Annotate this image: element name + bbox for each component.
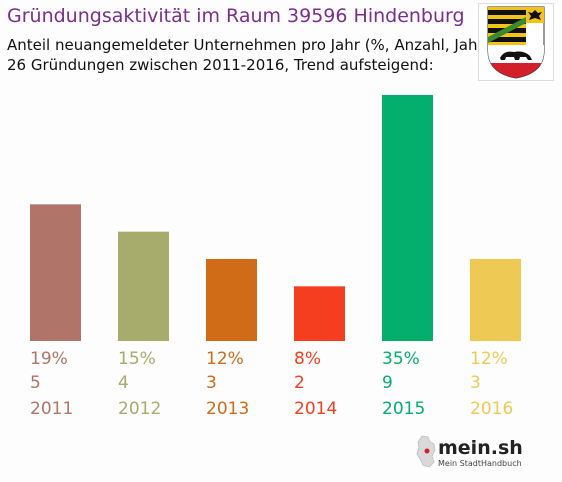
subtitle-line-2: 26 Gründungen zwischen 2011-2016, Trend … [7, 56, 434, 74]
percent-label-2016: 12% [470, 349, 508, 369]
bar-2015 [382, 95, 433, 341]
percent-label-2012: 15% [118, 349, 156, 369]
percent-label-2014: 8% [294, 349, 321, 369]
year-label-2016: 2016 [470, 399, 513, 419]
count-label-2013: 3 [206, 373, 217, 393]
bar-2011 [30, 204, 81, 341]
year-label-2015: 2015 [382, 399, 425, 419]
count-label-2012: 4 [118, 373, 129, 393]
brand-tagline: Mein StadtHandbuch [438, 459, 522, 468]
count-label-2015: 9 [382, 373, 393, 393]
year-label-2014: 2014 [294, 399, 337, 419]
percent-label-2013: 12% [206, 349, 244, 369]
count-label-2014: 2 [294, 373, 305, 393]
brand-logo [414, 434, 530, 472]
chart-subtitle: Anteil neuangemeldeter Unternehmen pro J… [7, 35, 490, 75]
subtitle-line-1: Anteil neuangemeldeter Unternehmen pro J… [7, 36, 490, 54]
bar-2012 [118, 231, 169, 341]
year-label-2011: 2011 [30, 399, 73, 419]
coat-of-arms-icon [478, 3, 554, 81]
bar-2016 [470, 259, 521, 341]
year-label-2012: 2012 [118, 399, 161, 419]
chart-title: Gründungsaktivität im Raum 39596 Hindenb… [7, 5, 465, 27]
percent-label-2015: 35% [382, 349, 420, 369]
count-label-2011: 5 [30, 373, 41, 393]
bar-2014 [294, 286, 345, 341]
year-label-2013: 2013 [206, 399, 249, 419]
bar-2013 [206, 259, 257, 341]
count-label-2016: 3 [470, 373, 481, 393]
brand-name: mein.sh [438, 437, 523, 459]
percent-label-2011: 19% [30, 349, 68, 369]
